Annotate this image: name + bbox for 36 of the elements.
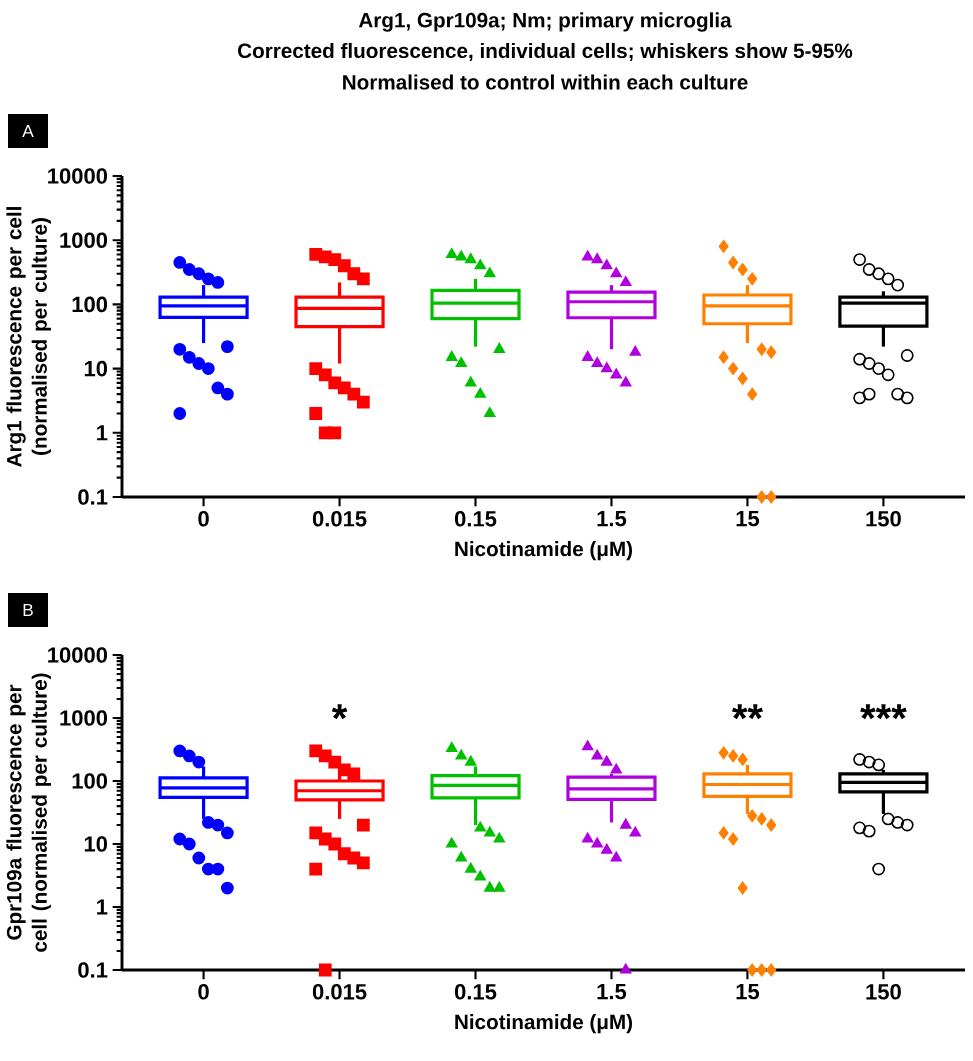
x-tick-label: 1.5: [597, 984, 627, 1000]
x-tick-label: 0: [198, 511, 209, 527]
x-tick-label: 0.015: [312, 511, 367, 527]
y-axis-title: Arg1 fluorescence per cell (normalised per culture): [6, 207, 51, 467]
y-tick-label: 1000: [60, 232, 108, 248]
text: ***: [860, 704, 907, 720]
x-axis-title: Nicotinamide (μM): [455, 1014, 633, 1034]
text: **: [732, 704, 763, 720]
y-tick-label: 0.1: [78, 962, 108, 978]
y-tick-label: 10: [84, 360, 108, 377]
y-tick-label: 100: [72, 296, 108, 313]
x-tick-label: 0: [198, 984, 209, 1000]
x-tick-label: 150: [866, 511, 901, 527]
text: Normalised to control within each culture: [343, 74, 748, 90]
y-tick-label: 1000: [60, 710, 108, 726]
chart-title: Arg1, Gpr109a; Nm; primary microglia: [358, 12, 732, 32]
x-tick-label: 1.5: [597, 511, 627, 527]
y-tick-label: 10000: [48, 168, 108, 184]
x-tick-label: 0.015: [312, 984, 367, 1000]
x-tick-label: 0.15: [454, 511, 497, 527]
y-tick-label: 0.1: [78, 489, 108, 505]
y-tick-label: 10000: [48, 647, 108, 663]
y-tick-label: 1: [97, 425, 108, 441]
x-tick-label: 0.15: [454, 984, 497, 1000]
x-tick-label: 150: [866, 984, 901, 1000]
y-tick-label: 1: [97, 899, 108, 915]
y-tick-label: 10: [84, 836, 108, 852]
text: B: [23, 604, 33, 616]
y-axis-title: Gpr109a fluorescence per cell (normalised per culture): [6, 673, 51, 952]
text: *: [331, 704, 348, 720]
x-tick-label: 15: [736, 984, 760, 1000]
chart-subtitle: Corrected fluorescence, individual cells; whiskers show 5-95%: [238, 42, 853, 62]
y-tick-label: 100: [72, 773, 108, 789]
x-tick-label: 15: [736, 511, 760, 527]
text: A: [22, 125, 34, 137]
x-axis-title: Nicotinamide (μM): [455, 541, 633, 561]
